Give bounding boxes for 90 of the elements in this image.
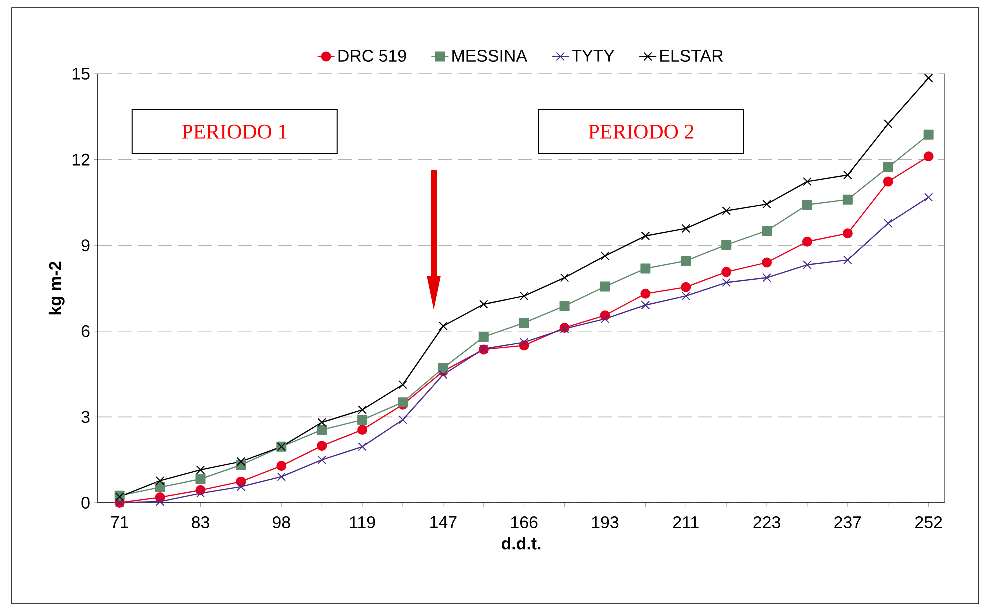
point	[722, 267, 732, 278]
point	[480, 300, 488, 309]
point	[439, 322, 448, 331]
point	[844, 170, 852, 180]
point	[640, 288, 651, 299]
point	[640, 264, 651, 274]
point	[236, 482, 246, 492]
point	[560, 274, 570, 282]
point	[358, 442, 367, 452]
y-tick-label: 0	[82, 496, 90, 509]
x-tick-label: 166	[512, 516, 538, 529]
point	[438, 363, 448, 374]
point	[358, 406, 367, 414]
point	[519, 318, 530, 328]
point	[155, 482, 166, 493]
point	[884, 120, 893, 128]
point	[600, 282, 610, 292]
y-tick-label: 12	[72, 154, 90, 166]
point	[196, 489, 206, 498]
x-tick-label: 147	[430, 516, 457, 528]
point	[641, 300, 650, 310]
point	[600, 314, 610, 324]
point	[722, 240, 732, 250]
point	[196, 466, 206, 474]
point	[156, 476, 165, 486]
point	[520, 292, 529, 301]
point	[276, 461, 287, 472]
point	[317, 441, 328, 452]
point	[803, 177, 812, 186]
x-tick-label: 119	[350, 516, 376, 529]
x-tick-label: 223	[754, 516, 780, 529]
legend-label: MESSINA	[452, 50, 528, 62]
point	[762, 258, 772, 268]
point	[317, 425, 328, 436]
point	[803, 260, 812, 270]
point	[398, 380, 408, 390]
point	[560, 301, 570, 312]
x-tick-label: 98	[273, 516, 290, 529]
point	[844, 256, 852, 265]
point	[439, 370, 448, 380]
point	[641, 232, 650, 241]
point	[883, 162, 894, 173]
point	[277, 472, 286, 482]
point	[478, 332, 489, 342]
point	[682, 292, 691, 301]
point	[236, 457, 246, 466]
x-tick-label: 83	[192, 516, 210, 529]
x-tick-label: 71	[111, 516, 128, 528]
point	[398, 416, 408, 424]
point	[318, 418, 326, 428]
point	[196, 474, 206, 484]
legend-label: TYTY	[572, 50, 615, 62]
y-axis-title: kg m-2	[48, 262, 65, 315]
point	[842, 228, 853, 239]
point	[156, 497, 165, 506]
x-tick-label: 252	[916, 516, 942, 529]
point	[762, 274, 772, 282]
point	[762, 200, 772, 209]
point	[358, 415, 368, 426]
point	[924, 74, 934, 83]
point	[924, 152, 934, 162]
legend-label: ELSTAR	[660, 50, 724, 62]
point	[884, 219, 893, 228]
y-tick-label: 3	[82, 411, 90, 424]
point	[924, 130, 934, 140]
x-tick-label: 237	[834, 516, 862, 529]
point	[842, 194, 853, 205]
x-tick-label: 211	[673, 516, 699, 528]
point	[762, 226, 772, 236]
point	[802, 236, 812, 247]
point	[682, 224, 691, 234]
point	[802, 200, 812, 210]
legend-label: DRC 519	[338, 50, 406, 62]
y-tick-label: 9	[82, 240, 90, 252]
point	[722, 278, 731, 288]
point	[520, 338, 529, 347]
x-tick-label: 193	[592, 516, 619, 529]
annotation: PERIODO 1	[182, 124, 287, 139]
point	[722, 206, 731, 216]
x-axis-title: d.d.t.	[502, 537, 541, 550]
point	[924, 193, 934, 202]
point	[358, 425, 368, 436]
point	[318, 456, 326, 464]
y-tick-label: 15	[72, 68, 90, 80]
point	[681, 256, 692, 266]
y-tick-label: 6	[82, 325, 90, 338]
point	[681, 282, 692, 292]
point	[600, 252, 610, 261]
annotation: PERIODO 2	[588, 124, 694, 139]
point	[883, 176, 894, 187]
